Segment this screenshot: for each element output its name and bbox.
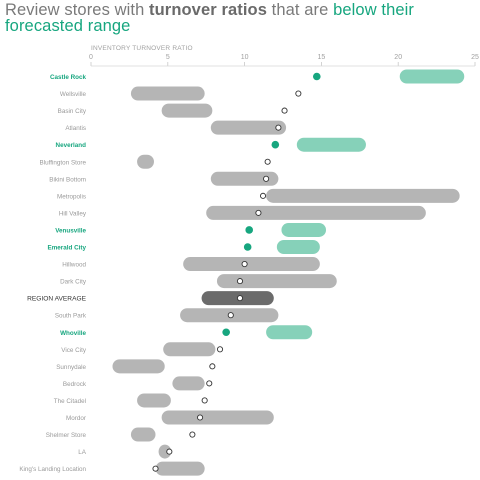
x-tick-label: 0 — [89, 54, 93, 61]
actual-dot — [271, 140, 280, 149]
row-label: Atlantis — [65, 125, 86, 132]
range-bar — [281, 222, 327, 237]
range-bar — [130, 86, 205, 101]
actual-dot — [166, 448, 173, 455]
row-label: Bikini Bottom — [49, 176, 86, 183]
actual-dot — [312, 72, 321, 81]
range-bar — [266, 325, 313, 340]
actual-dot — [241, 260, 248, 268]
row-label: Bluffington Store — [40, 159, 87, 166]
row-label: Wellsville — [60, 91, 87, 98]
range-bar — [161, 410, 274, 425]
actual-dot — [197, 414, 204, 421]
chart-title: Review stores with turnover ratios that … — [5, 1, 475, 35]
range-bar — [183, 257, 320, 272]
range-bar — [266, 188, 460, 203]
x-axis-label: INVENTORY TURNOVER RATIO — [91, 45, 193, 52]
row-label: South Park — [55, 313, 87, 320]
row-label: Shelmer Store — [46, 432, 87, 439]
actual-dot — [295, 90, 302, 97]
actual-dot — [259, 192, 267, 199]
actual-dot — [209, 363, 216, 370]
range-bar — [163, 342, 216, 357]
x-tick-label: 25 — [471, 54, 479, 61]
range-bar — [172, 376, 205, 391]
range-bar — [399, 69, 465, 84]
range-bar — [137, 393, 171, 408]
row-label: Mordor — [66, 415, 86, 422]
actual-dot — [243, 243, 252, 251]
row-label: Vice City — [61, 347, 87, 354]
range-bar — [130, 427, 156, 442]
range-bar — [206, 205, 426, 220]
range-bar — [216, 274, 337, 289]
range-bar — [158, 444, 172, 459]
actual-dot — [152, 465, 159, 472]
actual-dot — [222, 328, 230, 337]
title-part-3: that are — [266, 1, 334, 19]
row-label: Emerald City — [48, 245, 87, 252]
range-bar — [210, 171, 279, 186]
row-label: The Citadel — [54, 398, 86, 405]
actual-dot — [264, 158, 271, 165]
title-part-2: turnover ratios — [149, 1, 267, 19]
range-bar — [210, 120, 287, 135]
row-label: Basin City — [58, 108, 87, 115]
actual-dot — [201, 397, 208, 404]
row-label: Hill Valley — [59, 210, 87, 217]
actual-dot — [245, 226, 254, 234]
actual-dot — [189, 431, 196, 438]
actual-dot — [255, 209, 262, 216]
range-bar — [137, 154, 154, 169]
title-part-4: below their forecasted range — [5, 1, 415, 35]
row-label: LA — [78, 449, 87, 456]
row-label: REGION AVERAGE — [27, 296, 86, 303]
actual-dot — [227, 312, 234, 319]
actual-dot — [263, 175, 270, 182]
row-label: Venusville — [55, 227, 86, 234]
actual-dot — [275, 124, 282, 131]
row-label: Dark City — [60, 279, 87, 286]
actual-dot — [216, 346, 224, 353]
row-label: Sunnydale — [56, 364, 86, 371]
range-bar — [276, 240, 320, 254]
row-label: Castle Rock — [50, 74, 87, 81]
x-tick-label: 5 — [166, 54, 170, 61]
actual-dot — [236, 295, 244, 302]
row-label: Whoville — [60, 330, 86, 337]
actual-dot — [281, 107, 288, 114]
actual-dot — [206, 380, 213, 387]
range-bar — [161, 103, 213, 118]
row-label: Bedrock — [63, 381, 87, 388]
row-label: Metropolis — [57, 193, 86, 200]
range-bar — [112, 359, 165, 374]
range-bar — [296, 137, 366, 152]
row-label: Neverland — [56, 142, 87, 149]
title-part-1: Review stores with — [5, 1, 150, 19]
x-tick-label: 15 — [318, 54, 326, 61]
x-tick-label: 20 — [394, 54, 402, 61]
row-label: Hillwood — [62, 262, 86, 269]
actual-dot — [236, 278, 244, 285]
x-tick-label: 10 — [241, 54, 249, 61]
row-label: King's Landing Location — [19, 466, 86, 473]
range-bar — [155, 461, 205, 476]
